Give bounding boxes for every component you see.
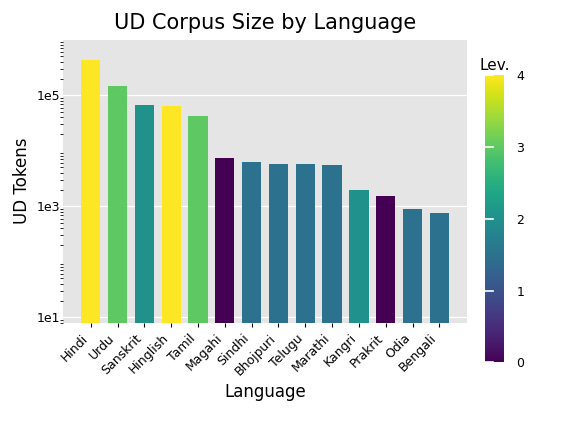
Bar [376, 196, 396, 442]
Title: Lev.: Lev. [479, 57, 510, 72]
Bar [349, 190, 369, 442]
Title: UD Corpus Size by Language: UD Corpus Size by Language [114, 13, 416, 33]
Bar [269, 164, 288, 442]
Bar [108, 85, 127, 442]
Bar [323, 165, 342, 442]
Bar [296, 164, 315, 442]
Bar [430, 213, 449, 442]
Bar [135, 105, 154, 442]
Bar [242, 162, 261, 442]
Bar [215, 158, 234, 442]
Y-axis label: UD Tokens: UD Tokens [13, 138, 31, 225]
Bar [81, 60, 100, 442]
X-axis label: Language: Language [224, 383, 306, 401]
Bar [403, 210, 422, 442]
Bar [188, 116, 207, 442]
Bar [161, 106, 181, 442]
